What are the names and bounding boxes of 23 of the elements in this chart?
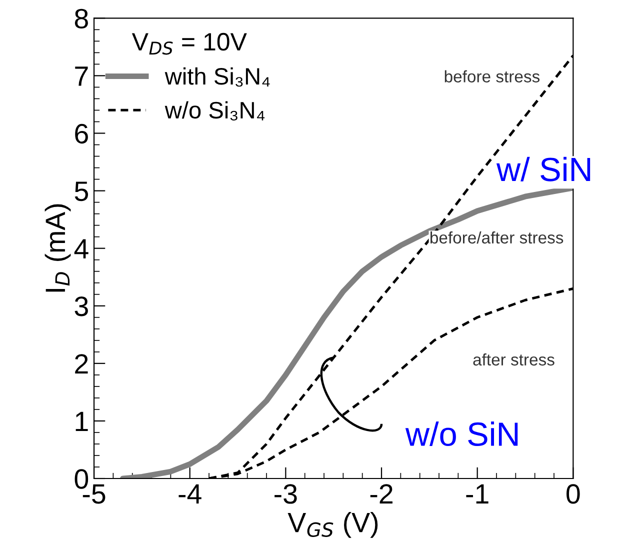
annotation: w/o SiN (405, 422, 518, 446)
y-tick-label: 5 (74, 182, 88, 202)
y-tick-label: 2 (75, 354, 88, 374)
annotation: before/after stress (430, 231, 564, 244)
x-tick-label: 0 (566, 484, 580, 504)
annotation: after stress (473, 353, 554, 366)
y-axis-title: I$_{D}$ (mA) (44, 204, 71, 292)
y-tick-label: 6 (75, 124, 88, 144)
y-tick-label: 3 (74, 296, 88, 316)
x-axis-title: V$_{GS}$ (V) (288, 512, 378, 538)
x-tick-label: -4 (178, 484, 202, 504)
legend-title: V$_{DS}$ = 10V (132, 32, 247, 55)
y-tick-label: 4 (74, 239, 88, 258)
x-tick-label: -3 (274, 484, 297, 504)
y-tick-label: 7 (75, 66, 88, 86)
x-tick-label: -2 (370, 484, 392, 504)
x-tick-label: -1 (466, 484, 488, 504)
annotation: w/ SiN (496, 156, 590, 182)
y-tick-label: 8 (74, 8, 88, 28)
legend-label: w/o Si₃N₄ (164, 101, 265, 120)
annotation: before stress (444, 70, 540, 82)
y-tick-label: 1 (76, 412, 88, 432)
legend-label: with Si₃N₄ (164, 67, 270, 87)
